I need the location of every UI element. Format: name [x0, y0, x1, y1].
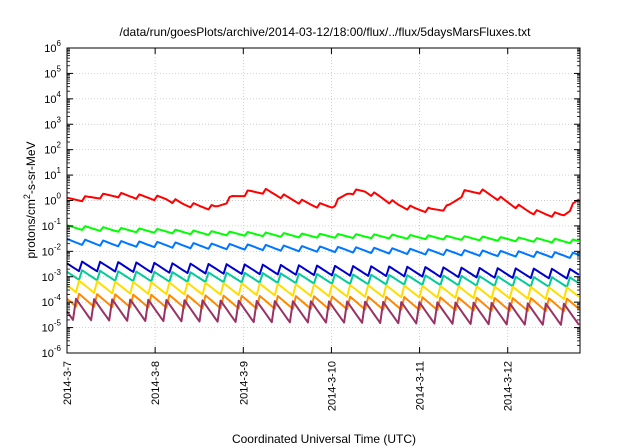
y-tick-exponent: 0 — [57, 192, 62, 201]
x-axis: 2014-3-7 2014-3-8 2014-3-9 2014-3-10 2014-3-… — [62, 48, 515, 411]
y-tick-label: 10-4 — [42, 293, 62, 309]
y-axis: 10-610-510-410-310-210-11001011021031041… — [42, 39, 580, 360]
y-tick-exponent: -3 — [54, 268, 62, 277]
y-tick-exponent: 3 — [57, 115, 62, 124]
series-line — [66, 187, 580, 218]
series-line — [66, 237, 580, 259]
plot-frame — [66, 47, 581, 354]
y-tick-label: 10-3 — [42, 268, 62, 284]
x-tick-label: 2014-3-11 — [415, 361, 427, 410]
y-tick-exponent: -6 — [54, 344, 62, 353]
series-line — [66, 292, 580, 313]
y-axis-label: protons/cm2-s-sr-MeV — [22, 141, 38, 258]
grid — [67, 48, 580, 353]
y-axis-label-base: protons/cm — [24, 199, 38, 258]
y-tick-label: 106 — [44, 39, 61, 55]
series-line — [66, 260, 580, 280]
y-tick-label: 100 — [44, 192, 61, 208]
y-tick-base: 10 — [42, 246, 54, 258]
y-tick-exponent: -5 — [54, 319, 62, 328]
y-tick-base: 10 — [44, 145, 56, 157]
y-tick-label: 10-2 — [42, 242, 62, 258]
y-tick-base: 10 — [44, 68, 56, 80]
y-tick-exponent: 1 — [57, 166, 62, 175]
y-tick-label: 10-1 — [42, 217, 62, 233]
y-tick-base: 10 — [44, 119, 56, 131]
y-tick-base: 10 — [42, 297, 54, 309]
y-tick-label: 10-5 — [42, 319, 62, 335]
y-axis-label-rest: -s-sr-MeV — [24, 141, 38, 194]
y-tick-label: 102 — [44, 141, 61, 157]
series-line — [66, 297, 580, 326]
y-tick-label: 104 — [44, 90, 61, 106]
y-tick-label: 105 — [44, 64, 61, 80]
series-line — [66, 224, 580, 245]
y-tick-exponent: 2 — [57, 141, 62, 150]
y-tick-base: 10 — [44, 170, 56, 182]
y-tick-exponent: 6 — [57, 39, 62, 48]
x-axis-label: Coordinated Universal Time (UTC) — [232, 432, 416, 446]
x-tick-label: 2014-3-9 — [238, 361, 250, 405]
y-tick-exponent: 5 — [57, 64, 62, 73]
x-tick-label: 2014-3-10 — [326, 361, 338, 411]
y-tick-base: 10 — [42, 221, 54, 233]
y-tick-exponent: -2 — [54, 242, 62, 251]
x-tick-label: 2014-3-7 — [62, 361, 74, 405]
y-tick-base: 10 — [42, 323, 54, 335]
series-line — [66, 269, 580, 288]
y-tick-label: 103 — [44, 115, 61, 131]
y-tick-base: 10 — [42, 348, 54, 360]
y-tick-base: 10 — [42, 272, 54, 284]
y-tick-base: 10 — [44, 43, 56, 55]
y-tick-base: 10 — [44, 94, 56, 106]
y-tick-label: 10-6 — [42, 344, 62, 360]
y-tick-exponent: -4 — [54, 293, 62, 302]
y-tick-label: 101 — [44, 166, 61, 182]
x-tick-label: 2014-3-8 — [150, 361, 162, 405]
y-tick-exponent: -1 — [54, 217, 62, 226]
y-tick-base: 10 — [44, 196, 56, 208]
chart-title: /data/run/goesPlots/archive/2014-03-12/1… — [120, 25, 532, 39]
series-group — [66, 187, 580, 326]
y-axis-label-sup: 2 — [22, 194, 32, 199]
series-line — [66, 279, 580, 300]
x-tick-label: 2014-3-12 — [503, 361, 515, 411]
y-tick-exponent: 4 — [57, 90, 62, 99]
